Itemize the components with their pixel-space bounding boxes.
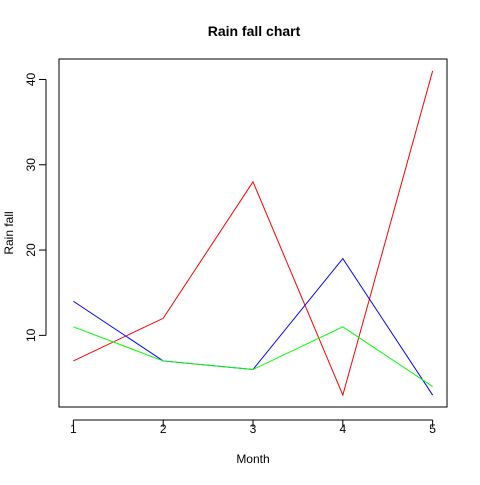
series-line-3 <box>73 326 433 387</box>
plot-area-frame <box>58 58 448 408</box>
y-tick-label: 40 <box>24 72 38 86</box>
y-axis-label: Rain fall <box>2 211 16 254</box>
x-tick-label: 3 <box>250 422 257 436</box>
x-tick-label: 4 <box>339 422 346 436</box>
series-line-1 <box>73 70 434 397</box>
x-tick-label: 1 <box>70 422 77 436</box>
y-tick-label: 20 <box>24 243 38 257</box>
series-line-2 <box>73 257 434 396</box>
x-axis: 1 2 3 4 5 <box>70 419 436 436</box>
y-axis: 10 20 30 40 <box>24 72 47 342</box>
chart-title: Rain fall chart <box>208 23 301 39</box>
y-tick-label: 10 <box>24 328 38 342</box>
x-axis-label: Month <box>236 452 269 466</box>
x-tick-label: 2 <box>160 422 167 436</box>
x-tick-label: 5 <box>429 422 436 436</box>
series-layer <box>73 70 434 397</box>
y-tick-label: 30 <box>24 158 38 172</box>
